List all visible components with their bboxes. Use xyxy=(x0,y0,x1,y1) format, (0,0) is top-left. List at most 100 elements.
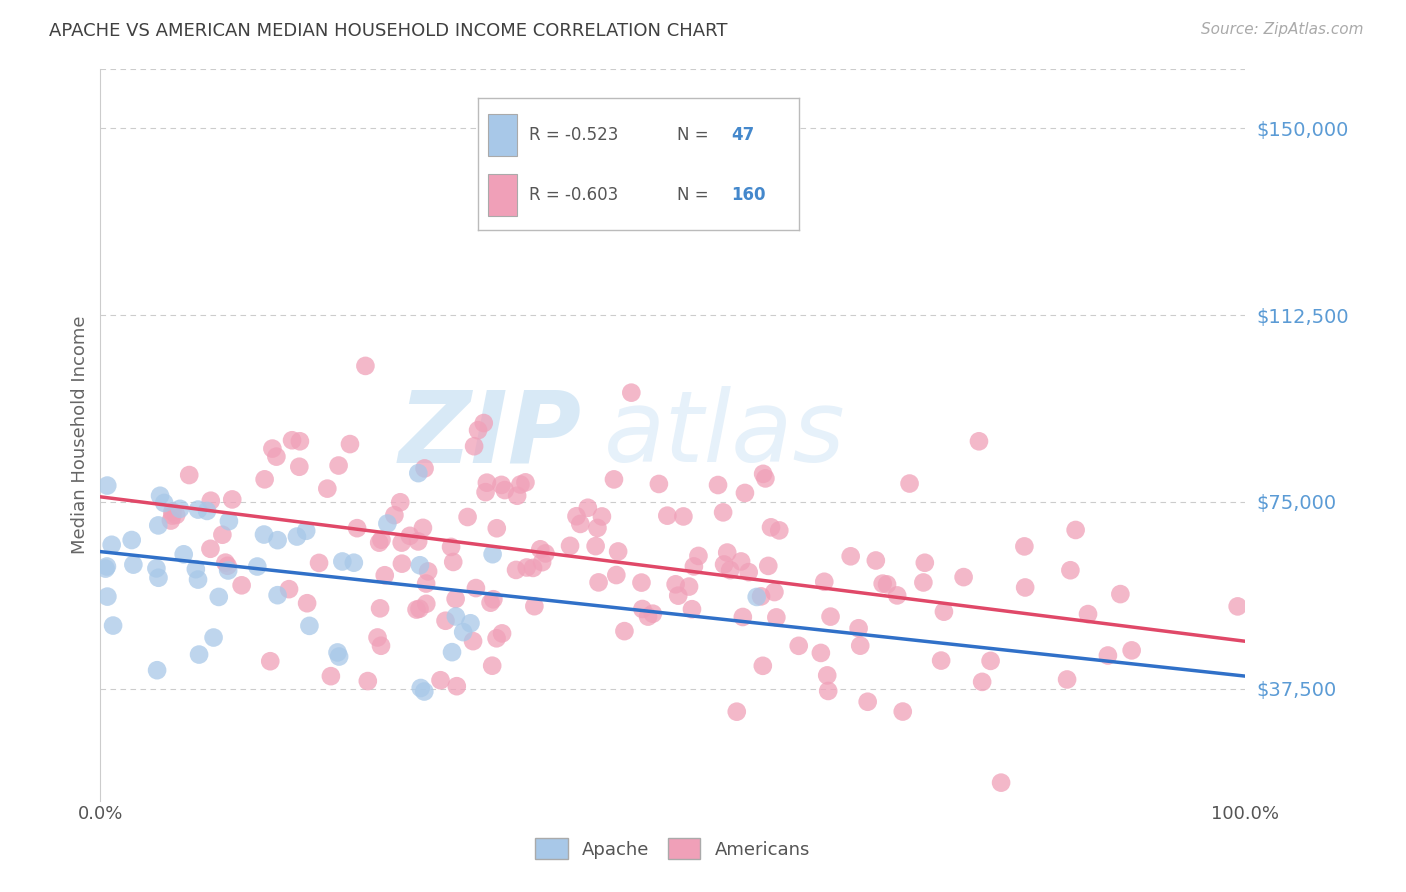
Point xyxy=(328,649,350,664)
Point xyxy=(641,607,664,621)
Point xyxy=(415,597,437,611)
Point xyxy=(231,578,253,592)
Point xyxy=(820,609,842,624)
Point xyxy=(485,632,508,646)
Point xyxy=(865,553,887,567)
Point xyxy=(253,472,276,486)
Point xyxy=(281,434,304,448)
Point xyxy=(506,489,529,503)
Point xyxy=(681,602,703,616)
Point xyxy=(745,590,768,604)
Point xyxy=(648,477,671,491)
Point xyxy=(763,585,786,599)
Point xyxy=(914,556,936,570)
Point xyxy=(217,558,239,573)
Point xyxy=(972,674,994,689)
Point xyxy=(752,658,775,673)
Point xyxy=(898,476,921,491)
Point xyxy=(620,385,643,400)
Point xyxy=(522,561,544,575)
Point xyxy=(787,639,810,653)
Point xyxy=(409,558,432,573)
Point xyxy=(491,478,513,492)
Point xyxy=(749,590,772,604)
Point xyxy=(716,545,738,559)
Point xyxy=(444,609,467,624)
Point xyxy=(145,561,167,575)
Point xyxy=(725,705,748,719)
Point xyxy=(101,618,124,632)
Point xyxy=(408,466,430,480)
Point xyxy=(149,489,172,503)
Point xyxy=(441,555,464,569)
Point xyxy=(491,626,513,640)
Point xyxy=(415,576,437,591)
Point xyxy=(165,508,187,522)
Point xyxy=(211,527,233,541)
Point xyxy=(1059,563,1081,577)
Point xyxy=(412,521,434,535)
Point xyxy=(370,533,392,547)
Point xyxy=(817,684,839,698)
Point xyxy=(316,482,339,496)
Point xyxy=(1014,581,1036,595)
Point xyxy=(932,605,955,619)
Point xyxy=(515,475,537,490)
Point xyxy=(288,459,311,474)
Point xyxy=(1064,523,1087,537)
Point xyxy=(665,577,688,591)
Point xyxy=(603,472,626,486)
Point xyxy=(96,559,118,574)
Point xyxy=(169,501,191,516)
Point xyxy=(413,461,436,475)
Point xyxy=(162,508,184,523)
Point xyxy=(990,775,1012,789)
Point xyxy=(308,556,330,570)
Point xyxy=(200,493,222,508)
Point xyxy=(184,562,207,576)
Point xyxy=(122,558,145,572)
Point xyxy=(295,596,318,610)
Point xyxy=(173,547,195,561)
Point xyxy=(1056,673,1078,687)
Point xyxy=(707,478,730,492)
Point xyxy=(765,610,787,624)
Point xyxy=(1121,643,1143,657)
Point xyxy=(494,483,516,497)
Point xyxy=(876,577,898,591)
Point xyxy=(389,495,412,509)
Point xyxy=(259,654,281,668)
Point xyxy=(683,559,706,574)
Point xyxy=(451,625,474,640)
Point xyxy=(409,681,432,695)
Point xyxy=(298,619,321,633)
Point xyxy=(637,609,659,624)
Point xyxy=(576,500,599,515)
Point xyxy=(534,546,557,560)
Point xyxy=(523,599,546,614)
Point xyxy=(912,575,935,590)
Point xyxy=(1097,648,1119,663)
Point xyxy=(756,558,779,573)
Point xyxy=(153,496,176,510)
Point xyxy=(384,508,406,523)
Point xyxy=(967,434,990,449)
Point xyxy=(485,521,508,535)
Point xyxy=(849,639,872,653)
Point xyxy=(460,616,482,631)
Point xyxy=(759,520,782,534)
Point xyxy=(565,509,588,524)
Point xyxy=(730,554,752,568)
Point xyxy=(891,705,914,719)
Point xyxy=(368,535,391,549)
Point xyxy=(1014,540,1036,554)
Point xyxy=(146,663,169,677)
Point xyxy=(408,601,430,615)
Point xyxy=(121,533,143,547)
Point xyxy=(416,565,439,579)
Point xyxy=(266,588,288,602)
Point xyxy=(188,648,211,662)
Point xyxy=(605,568,627,582)
Point xyxy=(346,521,368,535)
Point xyxy=(217,564,239,578)
